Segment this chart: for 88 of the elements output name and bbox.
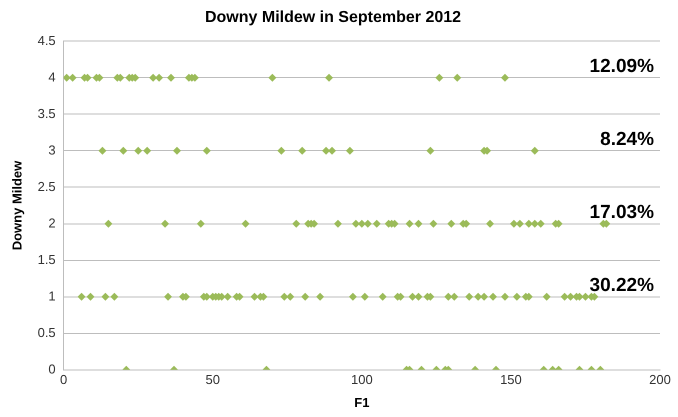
point [301, 292, 310, 301]
point [155, 74, 164, 82]
point [426, 146, 434, 155]
point [68, 74, 77, 82]
point [101, 292, 110, 301]
point [78, 292, 86, 301]
point [352, 220, 360, 228]
point [110, 292, 118, 301]
point [364, 220, 372, 228]
y-tick-label: 0 [48, 361, 56, 376]
point [530, 146, 539, 155]
point [486, 220, 494, 228]
x-tick-label: 200 [649, 372, 671, 388]
point [524, 220, 533, 228]
annotation: 12.09% [590, 56, 654, 77]
point [372, 220, 381, 228]
point [286, 292, 294, 301]
y-tick-label: 1.5 [38, 252, 56, 267]
point [280, 292, 288, 301]
point [453, 74, 462, 82]
point [560, 292, 569, 301]
point [298, 146, 306, 155]
point [167, 74, 176, 82]
point [435, 74, 444, 82]
y-tick-label: 4.5 [38, 32, 56, 48]
point [334, 220, 342, 228]
point [530, 220, 539, 228]
y-tick-label: 2 [48, 215, 56, 230]
point [480, 292, 488, 301]
point [86, 292, 95, 301]
x-tick-label: 0 [60, 372, 68, 388]
point [98, 146, 106, 155]
point [447, 220, 456, 228]
point [202, 146, 211, 155]
point [512, 292, 521, 301]
point [242, 220, 250, 228]
x-tick-label: 150 [500, 372, 522, 388]
x-axis-title: F1 [354, 394, 370, 410]
y-axis-title: Downy Mildew [9, 160, 24, 250]
point [358, 220, 366, 228]
point [348, 292, 357, 301]
point [277, 146, 286, 155]
x-tick-label: 50 [206, 372, 220, 388]
point [378, 292, 387, 301]
point [224, 292, 232, 301]
point [536, 220, 545, 228]
point [489, 292, 498, 301]
y-tick-label: 3 [48, 142, 56, 158]
point [250, 292, 258, 301]
annotation: 30.22% [590, 275, 654, 296]
y-tick-label: 4 [48, 69, 56, 84]
annotation: 17.03% [590, 202, 654, 223]
point [292, 220, 300, 228]
point [474, 292, 482, 301]
point [143, 146, 152, 155]
point [510, 220, 518, 228]
x-tick-label: 100 [350, 372, 373, 388]
point [346, 146, 354, 155]
y-tick-label: 2.5 [38, 178, 56, 194]
point [196, 220, 205, 228]
point [465, 292, 474, 301]
point [328, 146, 336, 155]
point [516, 220, 524, 228]
point [149, 74, 158, 82]
point [161, 220, 170, 228]
annotation: 8.24% [600, 128, 654, 150]
point [119, 146, 128, 155]
point [500, 292, 509, 301]
y-tick-label: 0.5 [38, 324, 56, 340]
point [172, 146, 181, 155]
point [406, 220, 414, 228]
point [268, 74, 276, 82]
chart-title: Downy Mildew in September 2012 [204, 9, 462, 26]
point [429, 220, 438, 228]
point [164, 292, 172, 301]
point [414, 220, 422, 228]
point [104, 220, 112, 228]
point [134, 146, 142, 155]
point [360, 292, 369, 301]
point [325, 74, 334, 82]
point [450, 292, 458, 301]
point [64, 74, 71, 82]
point [316, 292, 324, 301]
y-tick-label: 1 [48, 288, 56, 304]
y-tick-label: 3.5 [38, 106, 56, 121]
point [500, 74, 509, 82]
point [444, 292, 452, 301]
point [542, 292, 551, 301]
